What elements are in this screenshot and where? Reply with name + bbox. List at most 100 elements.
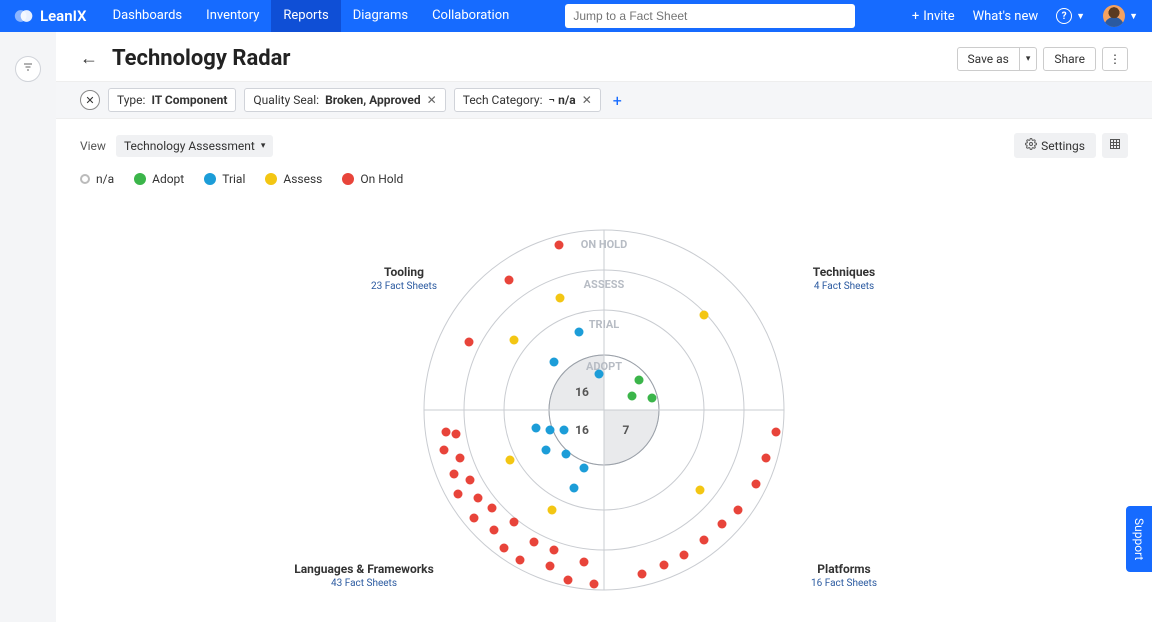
filter-icon bbox=[22, 61, 34, 77]
quadrant-label-tl: Tooling23 Fact Sheets bbox=[324, 265, 484, 292]
radar-dot[interactable] bbox=[516, 556, 525, 565]
support-label: Support bbox=[1132, 518, 1146, 560]
close-icon: ✕ bbox=[85, 94, 94, 107]
radar-dot[interactable] bbox=[556, 294, 565, 303]
filter-quality-label: Quality Seal: bbox=[253, 93, 319, 107]
radar-dot[interactable] bbox=[752, 480, 761, 489]
view-toolbar: View Technology Assessment ▾ Settings bbox=[56, 119, 1152, 162]
radar-dot[interactable] bbox=[635, 376, 644, 385]
radar-dot[interactable] bbox=[660, 561, 669, 570]
radar-dot[interactable] bbox=[466, 476, 475, 485]
radar-dot[interactable] bbox=[700, 536, 709, 545]
radar-dot[interactable] bbox=[696, 486, 705, 495]
radar-dot[interactable] bbox=[505, 276, 514, 285]
filter-tech-value: ¬ n/a bbox=[549, 93, 576, 107]
nav-link-diagrams[interactable]: Diagrams bbox=[341, 0, 420, 32]
save-as-label: Save as bbox=[968, 52, 1009, 66]
radar-dot[interactable] bbox=[550, 546, 559, 555]
legend-swatch-icon bbox=[134, 173, 146, 185]
radar-dot[interactable] bbox=[628, 392, 637, 401]
radar-dot[interactable] bbox=[548, 506, 557, 515]
help-icon: ? bbox=[1056, 8, 1072, 24]
table-view-button[interactable] bbox=[1102, 133, 1128, 158]
filter-toggle-button[interactable] bbox=[15, 56, 41, 82]
filter-type-value: IT Component bbox=[151, 93, 227, 107]
radar-dot[interactable] bbox=[506, 456, 515, 465]
radar-dot[interactable] bbox=[562, 450, 571, 459]
radar-dot[interactable] bbox=[510, 518, 519, 527]
view-select[interactable]: Technology Assessment ▾ bbox=[116, 135, 273, 157]
radar-dot[interactable] bbox=[772, 428, 781, 437]
filter-chip-type[interactable]: Type: IT Component bbox=[108, 88, 236, 112]
radar-dot[interactable] bbox=[456, 454, 465, 463]
back-button[interactable]: ← bbox=[80, 48, 98, 69]
radar-dot[interactable] bbox=[470, 514, 479, 523]
radar-dot[interactable] bbox=[465, 338, 474, 347]
remove-filter-button[interactable]: ✕ bbox=[427, 93, 437, 107]
radar-dot[interactable] bbox=[450, 470, 459, 479]
left-rail bbox=[0, 32, 56, 622]
radar-dot[interactable] bbox=[734, 506, 743, 515]
radar-dot[interactable] bbox=[638, 570, 647, 579]
radar-dot[interactable] bbox=[440, 446, 449, 455]
radar-dot[interactable] bbox=[575, 328, 584, 337]
svg-text:ON HOLD: ON HOLD bbox=[581, 238, 628, 251]
radar-dot[interactable] bbox=[580, 558, 589, 567]
user-menu[interactable]: ▼ bbox=[1103, 5, 1138, 27]
radar-dot[interactable] bbox=[718, 520, 727, 529]
radar-dot[interactable] bbox=[454, 490, 463, 499]
save-as-button[interactable]: Save as bbox=[957, 47, 1020, 71]
save-as-dropdown[interactable]: ▾ bbox=[1020, 47, 1038, 71]
search-input[interactable] bbox=[565, 4, 855, 28]
radar-dot[interactable] bbox=[488, 504, 497, 513]
legend-item: Trial bbox=[204, 172, 245, 186]
radar-dot[interactable] bbox=[532, 424, 541, 433]
grid-icon bbox=[1109, 138, 1121, 153]
radar-dot[interactable] bbox=[542, 446, 551, 455]
radar-dot[interactable] bbox=[550, 358, 559, 367]
titlebar: ← Technology Radar Save as ▾ Share ⋮ bbox=[56, 32, 1152, 81]
radar-dot[interactable] bbox=[590, 580, 599, 589]
filter-chip-tech-category[interactable]: Tech Category: ¬ n/a ✕ bbox=[454, 88, 601, 112]
radar-dot[interactable] bbox=[564, 576, 573, 585]
radar-dot[interactable] bbox=[452, 430, 461, 439]
quadrant-title: Platforms bbox=[817, 562, 870, 576]
radar-dot[interactable] bbox=[546, 562, 555, 571]
radar-dot[interactable] bbox=[762, 454, 771, 463]
support-tab[interactable]: Support bbox=[1126, 506, 1152, 572]
radar-dot[interactable] bbox=[510, 336, 519, 345]
nav-link-collaboration[interactable]: Collaboration bbox=[420, 0, 521, 32]
radar-dot[interactable] bbox=[700, 311, 709, 320]
radar-dot[interactable] bbox=[474, 494, 483, 503]
radar-dot[interactable] bbox=[546, 426, 555, 435]
nav-link-dashboards[interactable]: Dashboards bbox=[101, 0, 195, 32]
remove-filter-button[interactable]: ✕ bbox=[582, 93, 592, 107]
radar-dot[interactable] bbox=[648, 394, 657, 403]
radar-dot[interactable] bbox=[500, 544, 509, 553]
help-menu[interactable]: ? ▼ bbox=[1056, 8, 1085, 24]
radar-dot[interactable] bbox=[490, 526, 499, 535]
clear-filters-button[interactable]: ✕ bbox=[80, 90, 100, 110]
more-menu-button[interactable]: ⋮ bbox=[1102, 47, 1128, 71]
radar-dot[interactable] bbox=[580, 464, 589, 473]
radar-dot[interactable] bbox=[530, 538, 539, 547]
whats-new-link[interactable]: What's new bbox=[973, 9, 1039, 24]
topnav-right: + Invite What's new ? ▼ ▼ bbox=[912, 5, 1138, 27]
radar-dot[interactable] bbox=[560, 426, 569, 435]
nav-link-inventory[interactable]: Inventory bbox=[194, 0, 271, 32]
brand[interactable]: LeanIX bbox=[14, 6, 87, 26]
radar-dot[interactable] bbox=[595, 370, 604, 379]
content: ← Technology Radar Save as ▾ Share ⋮ bbox=[56, 32, 1152, 622]
add-filter-button[interactable]: + bbox=[609, 91, 626, 110]
radar-dot[interactable] bbox=[680, 551, 689, 560]
settings-button[interactable]: Settings bbox=[1014, 133, 1096, 158]
invite-button[interactable]: + Invite bbox=[912, 9, 955, 24]
radar-dot[interactable] bbox=[555, 241, 564, 250]
radar-dot[interactable] bbox=[442, 428, 451, 437]
legend-swatch-icon bbox=[342, 173, 354, 185]
nav-link-reports[interactable]: Reports bbox=[271, 0, 340, 32]
share-button[interactable]: Share bbox=[1043, 47, 1096, 71]
radar-dot[interactable] bbox=[570, 484, 579, 493]
legend-label: Assess bbox=[283, 172, 322, 186]
filter-chip-quality[interactable]: Quality Seal: Broken, Approved ✕ bbox=[244, 88, 445, 112]
